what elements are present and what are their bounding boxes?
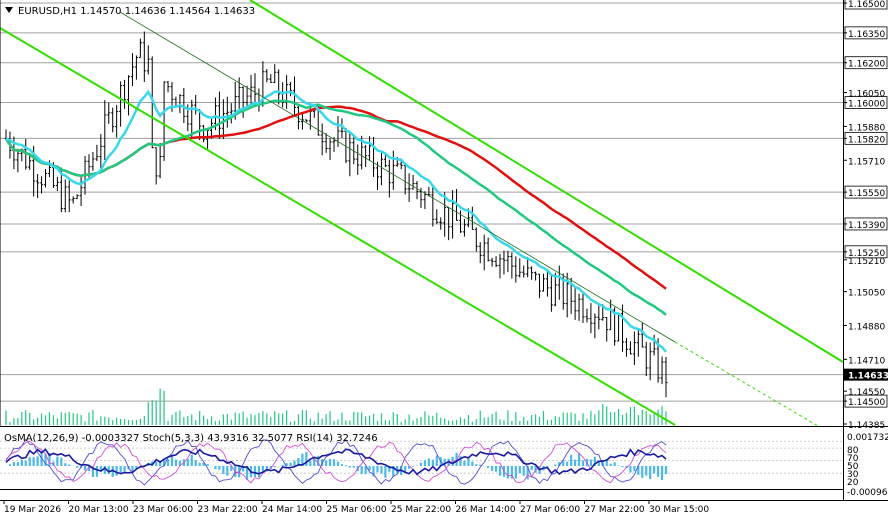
indicator-level-label: 70 (847, 454, 859, 464)
time-label: 24 Mar 14:00 (262, 505, 322, 515)
channel-extension-line (674, 341, 819, 427)
indicator-level-label: 50 (847, 462, 859, 472)
price-label: 1.15210 (848, 257, 885, 267)
price-label: 1.15710 (848, 157, 885, 167)
price-label: 1.15550 (848, 189, 885, 199)
time-label: 25 Mar 06:00 (327, 505, 387, 515)
indicator-header: OsMA(12,26,9) -0.0003327 Stoch(5,3,3) 43… (4, 433, 378, 444)
price-label: 1.14550 (848, 388, 885, 398)
time-label: 19 Mar 2026 (4, 505, 61, 515)
current-price-label: 1.14633 (848, 372, 888, 382)
time-label: 25 Mar 22:00 (391, 505, 451, 515)
price-label: 1.16000 (848, 100, 885, 110)
price-label: 1.14710 (848, 356, 885, 366)
rsi-line (5, 448, 667, 476)
price-label: 1.15250 (848, 249, 885, 259)
indicator-axis-bottom-label: -0.00096 (847, 488, 888, 498)
ema-cyan-line (5, 89, 667, 353)
stochastic-main-line (5, 438, 667, 486)
time-axis[interactable]: 19 Mar 2026 20 Mar 13:00 23 Mar 06:00 23 Ma… (3, 500, 709, 515)
current-price-box (844, 368, 888, 381)
price-label: 1.16350 (848, 30, 885, 40)
channel-lower-line (0, 27, 676, 426)
price-grid (0, 2, 843, 402)
time-label: 23 Mar 22:00 (198, 505, 258, 515)
time-label: 26 Mar 14:00 (456, 505, 516, 515)
indicator-level-label: 20 (847, 478, 859, 488)
time-label: 30 Mar 15:00 (649, 505, 709, 515)
main-pane-frame (0, 0, 888, 501)
price-label: 1.16500 (848, 0, 885, 10)
trend-channel[interactable] (0, 0, 844, 427)
indicator-level-label: 80 (847, 446, 859, 456)
channel-upper-line (249, 0, 844, 363)
price-label: 1.14500 (848, 398, 885, 408)
price-label: 1.15880 (848, 123, 885, 133)
indicator-axis-top-label: 0.0017324 (847, 433, 888, 443)
ma-green-line (4, 99, 667, 316)
moving-averages (4, 89, 667, 353)
price-label: 1.16050 (848, 90, 885, 100)
indicator-level-label: 30 (847, 470, 859, 480)
price-label: 1.14385 (848, 421, 885, 431)
time-label: 20 Mar 13:00 (69, 505, 129, 515)
volume-histogram (5, 388, 667, 425)
time-label: 27 Mar 06:00 (520, 505, 580, 515)
price-bars (4, 31, 668, 398)
price-label: 1.14880 (848, 322, 885, 332)
time-label: 23 Mar 06:00 (133, 505, 193, 515)
price-label: 1.15820 (848, 135, 885, 145)
symbol-menu-icon[interactable] (5, 7, 13, 13)
price-label: 1.15390 (848, 221, 885, 231)
symbol-header: EURUSD,H1 1.14570 1.14636 1.14564 1.1463… (18, 6, 255, 17)
indicator-pane (0, 438, 843, 486)
price-label: 1.16200 (848, 60, 885, 70)
price-label: 1.15050 (848, 289, 885, 299)
stochastic-signal-line (5, 440, 667, 484)
time-label: 27 Mar 22:00 (585, 505, 645, 515)
channel-middle-line (119, 11, 676, 343)
